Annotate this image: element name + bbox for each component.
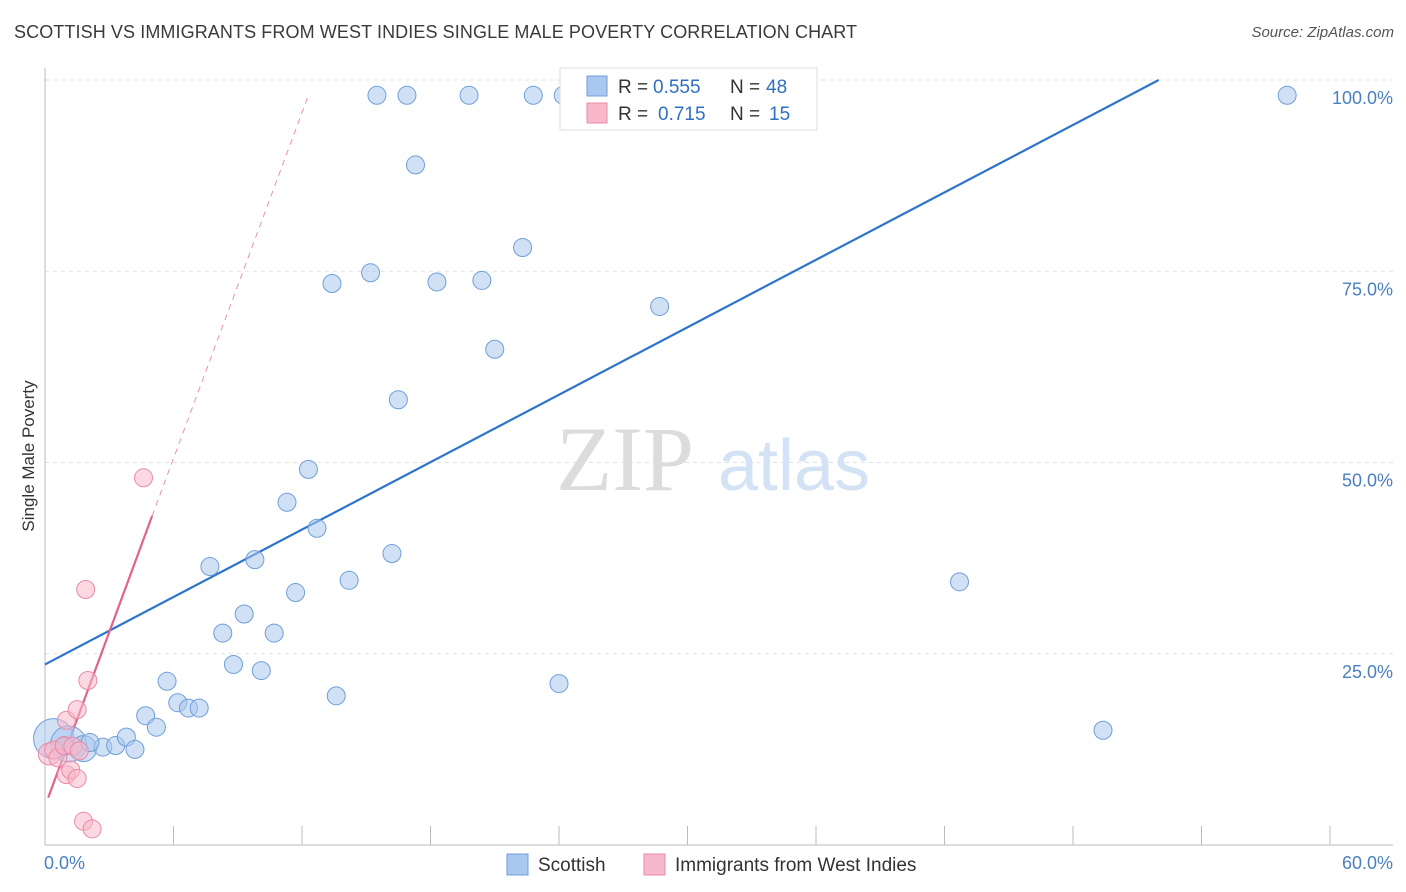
data-point [189,698,209,718]
data-point [82,819,102,839]
y-tick-labels: 25.0% 50.0% 75.0% 100.0% [1332,88,1393,682]
data-point [264,623,284,643]
data-point [523,85,543,105]
source-credit: Source: ZipAtlas.com [1251,24,1394,41]
x-tick-label-max: 60.0% [1342,853,1393,873]
data-point [245,550,265,570]
bottom-legend: Scottish Immigrants from West Indies [506,853,916,876]
data-point [125,739,145,759]
gridlines [45,79,1393,655]
data-points [33,85,1297,839]
y-tick-label-50: 50.0% [1342,471,1393,491]
watermark-zip: ZIP [556,408,694,510]
stats-legend-swatch-scottish [586,75,608,97]
data-point [298,459,318,479]
stats-legend-n-label: N = [730,104,760,125]
data-point [76,579,96,599]
stats-legend-n-value-west-indies: 15 [769,104,790,125]
data-point [485,339,505,359]
data-point [427,272,447,292]
data-point [361,263,381,283]
data-point [251,661,271,681]
data-point [78,671,98,691]
stats-legend-swatch-west-indies [586,102,608,124]
y-tick-label-75: 75.0% [1342,279,1393,299]
y-tick-label-100: 100.0% [1332,88,1393,108]
y-tick-label-25: 25.0% [1342,662,1393,682]
x-tick-label-min: 0.0% [44,853,85,873]
data-point [234,604,254,624]
trend-line-series-0 [44,79,1160,666]
series-1-points [37,468,154,839]
stats-legend-r-value-scottish: 0.555 [653,77,701,98]
data-point [513,238,533,258]
axes [44,68,1393,846]
stats-legend-r-label: R = [618,77,648,98]
data-point [223,654,243,674]
stats-legend-r-value-west-indies: 0.715 [658,104,706,125]
data-point [949,572,969,592]
data-point [549,674,569,694]
trend-line-extension-series-1 [151,95,309,517]
stats-legend: R = 0.555 N = 48 R = 0.715 N = 15 [559,67,818,131]
data-point [146,717,166,737]
bottom-legend-label-scottish: Scottish [538,855,606,876]
data-point [326,686,346,706]
bottom-legend-label-west-indies: Immigrants from West Indies [675,855,916,876]
data-point [322,273,342,293]
data-point [1093,720,1113,740]
x-tick-labels: 0.0% 60.0% [44,853,1393,873]
data-point [1277,85,1297,105]
data-point [339,570,359,590]
data-point [307,518,327,538]
watermark-atlas: atlas [718,426,870,506]
data-point [397,85,417,105]
data-point [459,85,479,105]
data-point [134,468,154,488]
data-point [157,671,177,691]
data-point [67,768,87,788]
data-point [277,492,297,512]
chart-title: SCOTTISH VS IMMIGRANTS FROM WEST INDIES … [14,22,858,42]
data-point [67,700,87,720]
data-point [213,623,233,643]
data-point [406,155,426,175]
data-point [69,741,89,761]
data-point [472,270,492,290]
stats-legend-n-value-scottish: 48 [766,77,787,98]
data-point [367,85,387,105]
y-axis-title: Single Male Poverty [19,380,38,532]
data-point [388,390,408,410]
stats-legend-r-label: R = [618,104,648,125]
data-point [650,296,670,316]
stats-legend-n-label: N = [730,77,760,98]
data-point [200,557,220,577]
x-ticks [44,826,1331,845]
watermark: ZIP atlas [556,408,870,510]
bottom-legend-swatch-scottish [506,853,529,876]
data-point [382,544,402,564]
data-point [286,583,306,603]
bottom-legend-swatch-west-indies [643,853,666,876]
